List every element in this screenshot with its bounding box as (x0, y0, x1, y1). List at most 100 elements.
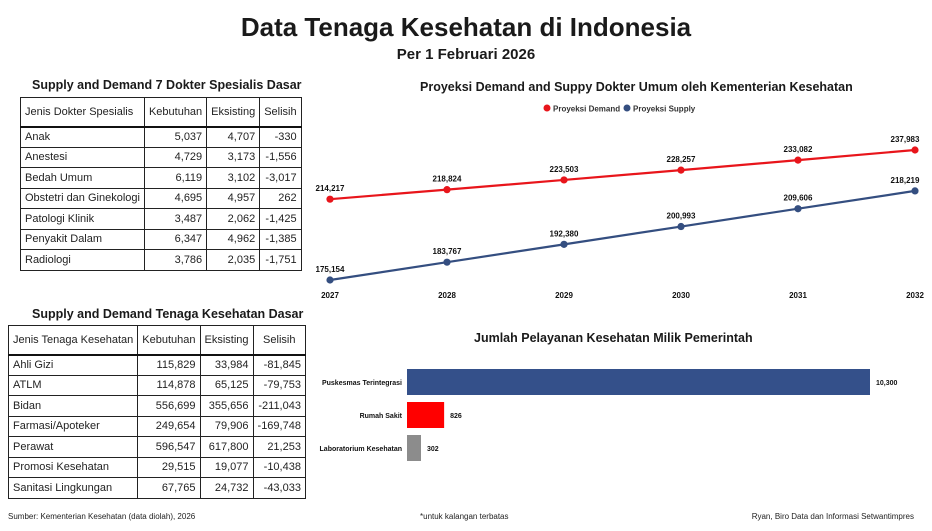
value-cell: 4,695 (143, 187, 208, 209)
legend-marker (623, 104, 631, 112)
data-label: 10,300 (876, 380, 898, 387)
bar-chart-title: Jumlah Pelayanan Kesehatan Milik Pemerin… (474, 331, 753, 345)
series-line (329, 148, 916, 201)
category-label: Rumah Sakit (360, 413, 403, 420)
data-label: 214,217 (316, 184, 345, 193)
x-tick-label: 2027 (321, 291, 339, 300)
table-row: Patologi Klinik 3,487 2,062 -1,425 (20, 208, 302, 230)
table-row: Perawat 596,547 617,800 21,253 (7, 436, 306, 458)
value-cell: 556,699 (137, 395, 201, 417)
value-cell: 2,035 (206, 249, 261, 271)
value-cell: -1,385 (259, 228, 302, 250)
column-header: Jenis Tenaga Kesehatan (7, 325, 139, 355)
data-label: 218,219 (891, 176, 920, 185)
data-point (326, 195, 334, 203)
table-row: ATLM 114,878 65,125 -79,753 (7, 374, 306, 396)
table-row: Bedah Umum 6,119 3,102 -3,017 (20, 167, 302, 189)
table-row: Anak 5,037 4,707 -330 (20, 125, 302, 148)
data-point (560, 240, 568, 248)
x-tick-label: 2031 (789, 291, 807, 300)
value-cell: -169,748 (252, 415, 306, 437)
value-cell: -211,043 (252, 395, 306, 417)
data-point (443, 258, 451, 266)
category-label: Puskesmas Terintegrasi (322, 380, 402, 387)
data-label: 209,606 (784, 194, 813, 203)
legend-marker (543, 104, 551, 112)
bar (407, 369, 870, 395)
legend-label: Proyeksi Supply (633, 105, 696, 114)
table-row: Anestesi 4,729 3,173 -1,556 (20, 146, 302, 168)
value-cell: 79,906 (199, 415, 254, 437)
value-cell: 4,729 (143, 146, 208, 168)
page-subtitle: Per 1 Februari 2026 (396, 46, 536, 63)
table-header-row: Jenis Dokter Spesialis Kebutuhan Eksisti… (20, 97, 302, 127)
value-cell: -1,751 (259, 249, 302, 271)
table-row: Penyakit Dalam 6,347 4,962 -1,385 (20, 228, 302, 250)
value-cell: 114,878 (137, 374, 201, 396)
x-tick-label: 2028 (438, 291, 456, 300)
row-label-cell: ATLM (7, 374, 139, 396)
data-point (794, 205, 802, 213)
bar (407, 402, 445, 428)
column-header: Selisih (252, 325, 306, 355)
data-label: 237,983 (891, 135, 920, 144)
value-cell: 6,119 (143, 167, 208, 189)
value-cell: -10,438 (252, 456, 306, 478)
table-row: Farmasi/Apoteker 249,654 79,906 -169,748 (7, 415, 306, 437)
table-spesialis-title: Supply and Demand 7 Dokter Spesialis Das… (32, 78, 302, 92)
data-point (326, 276, 334, 284)
data-label: 183,767 (433, 247, 462, 256)
value-cell: -43,033 (252, 477, 306, 499)
column-header: Kebutuhan (137, 325, 201, 355)
row-label-cell: Ahli Gizi (7, 353, 139, 376)
data-point (911, 146, 919, 154)
table-row: Radiologi 3,786 2,035 -1,751 (20, 249, 302, 271)
value-cell: 3,102 (206, 167, 261, 189)
x-tick-label: 2030 (672, 291, 690, 300)
data-point (677, 166, 685, 174)
value-cell: -81,845 (252, 353, 306, 376)
table-row: Sanitasi Lingkungan 67,765 24,732 -43,033 (7, 477, 306, 499)
value-cell: -3,017 (259, 167, 302, 189)
table-spesialis: Jenis Dokter Spesialis Kebutuhan Eksisti… (20, 97, 302, 271)
data-label: 826 (450, 413, 462, 420)
footer-note: *untuk kalangan terbatas (420, 512, 509, 521)
data-label: 223,503 (550, 165, 579, 174)
value-cell: 3,786 (143, 249, 208, 271)
column-header: Jenis Dokter Spesialis (20, 97, 145, 127)
value-cell: 249,654 (137, 415, 201, 437)
data-label: 233,082 (784, 145, 813, 154)
value-cell: -1,556 (259, 146, 302, 168)
column-header: Kebutuhan (143, 97, 208, 127)
data-label: 228,257 (667, 155, 696, 164)
bar (407, 435, 421, 461)
row-label-cell: Farmasi/Apoteker (7, 415, 139, 437)
footer-author: Ryan, Biro Data dan Informasi Setwantimp… (751, 512, 914, 521)
x-tick-label: 2029 (555, 291, 573, 300)
value-cell: 262 (259, 187, 302, 209)
column-header: Selisih (259, 97, 302, 127)
table-row: Promosi Kesehatan 29,515 19,077 -10,438 (7, 456, 306, 478)
page-title: Data Tenaga Kesehatan di Indonesia (240, 12, 692, 42)
legend-label: Proyeksi Demand (553, 105, 620, 114)
data-label: 192,380 (550, 229, 579, 238)
data-label: 200,993 (667, 212, 696, 221)
value-cell: 24,732 (199, 477, 254, 499)
line-chart-title: Proyeksi Demand and Suppy Dokter Umum ol… (420, 80, 853, 94)
data-point (677, 222, 685, 231)
value-cell: 67,765 (137, 477, 201, 499)
table-header-row: Jenis Tenaga Kesehatan Kebutuhan Eksisti… (7, 325, 306, 355)
data-label: 175,154 (316, 265, 345, 274)
series-line (329, 189, 916, 282)
value-cell: -79,753 (252, 374, 306, 396)
value-cell: 5,037 (143, 125, 208, 148)
table-row: Obstetri dan Ginekologi 4,695 4,957 262 (20, 187, 302, 209)
table-nakes-title: Supply and Demand Tenaga Kesehatan Dasar (32, 307, 304, 321)
x-tick-label: 2032 (906, 291, 924, 300)
value-cell: 33,984 (199, 353, 254, 376)
footer-source: Sumber: Kementerian Kesehatan (data diol… (8, 512, 196, 521)
value-cell: 2,062 (206, 208, 261, 230)
row-label-cell: Radiologi (20, 249, 145, 271)
